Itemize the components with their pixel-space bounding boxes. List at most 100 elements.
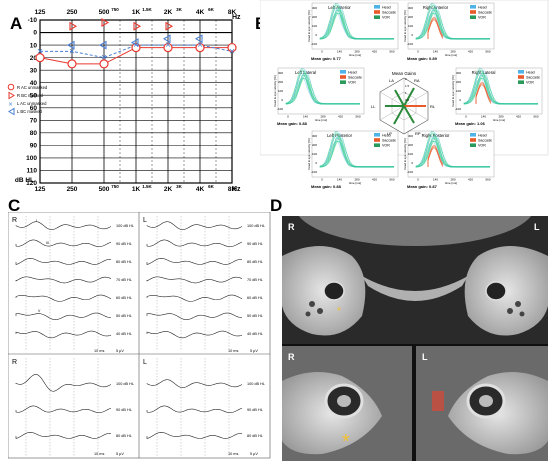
vhit-y-tick: -100 <box>455 107 461 111</box>
polar-label-lp: LP <box>387 131 392 136</box>
vhit-y-tick: 300 <box>456 71 461 75</box>
vhit-y-tick: 0 <box>315 33 317 37</box>
vhit-legend-swatch <box>374 10 380 14</box>
polar-label-ra: RA <box>414 78 420 83</box>
vhit-legend-swatch <box>374 143 380 147</box>
vhit-legend-swatch <box>518 70 524 74</box>
ct-marker-bottom: * <box>342 431 350 453</box>
vhit-y-tick: -100 <box>311 42 317 46</box>
vhit-x-tick: 0 <box>287 115 289 119</box>
vhit-legend-swatch <box>470 143 476 147</box>
panel-label-a: A <box>10 14 23 33</box>
vhit-x-tick: 560 <box>355 115 360 119</box>
ct-l-label-bottom: L <box>422 352 428 362</box>
abr-trace-right-bottom <box>15 374 112 392</box>
abr-level-label: 80 dB HL <box>116 434 132 438</box>
vhit-saccade-trace <box>427 17 444 39</box>
abr-level-label: 90 dB HL <box>247 242 263 246</box>
abr-trace-left-top <box>146 239 243 247</box>
vhit-legend-label: Head <box>382 133 391 137</box>
abr-level-label: 70 dB HL <box>247 278 263 282</box>
vhit-mean-gain: Mean gain: 1.06 <box>455 121 486 126</box>
gain-ra-bar <box>403 87 415 107</box>
legend-r-bc-label: R BC masked <box>17 93 44 98</box>
r-bc-point <box>101 18 110 27</box>
vhit-y-tick: 300 <box>312 6 317 10</box>
y-tick-label: 120 <box>26 180 37 187</box>
vhit-y-label: head & eye velocity [%] <box>403 138 407 169</box>
abr-level-label: 70 dB HL <box>116 278 132 282</box>
vhit-y-tick: -100 <box>311 170 317 174</box>
vhit-x-label: time [ms] <box>445 181 457 185</box>
y-tick-label: 50 <box>30 92 38 99</box>
vhit-legend-swatch <box>374 138 380 142</box>
abr-left-label: L <box>143 217 147 224</box>
vhit-legend-swatch <box>470 10 476 14</box>
vhit-x-tick: 280 <box>450 178 455 182</box>
vhit-legend-label: Head <box>348 70 357 74</box>
vhit-saccade-trace <box>427 19 444 40</box>
abr-level-label: 80 dB HL <box>116 260 132 264</box>
vhit-trace <box>319 8 395 40</box>
freq-half-label: 3K <box>176 7 183 12</box>
vhit-y-tick: 0 <box>411 161 413 165</box>
abr-scale-r2-v: 5 µV <box>116 452 124 456</box>
vhit-y-tick: 100 <box>312 24 317 28</box>
vhit-x-tick: 420 <box>338 115 343 119</box>
vhit-x-tick: 0 <box>465 115 467 119</box>
abr-trace-right-bottom <box>15 405 112 413</box>
abr-level-label: 50 dB HL <box>116 314 132 318</box>
vhit-y-tick: -100 <box>407 170 413 174</box>
y-tick-label: 40 <box>30 80 38 87</box>
abr-trace-right-top <box>15 239 112 247</box>
legend-r-ac-marker <box>7 83 15 91</box>
ct-images: * R L * R L <box>282 216 548 461</box>
vhit-x-tick: 0 <box>321 50 323 54</box>
vhit-legend-label: VOR <box>478 16 486 20</box>
vhit-plot-frame <box>407 2 495 50</box>
vhit-trace <box>415 4 491 40</box>
y-tick-label: -10 <box>28 17 38 24</box>
audiogram-y-labels: -10 0 10 20 30 40 50 60 70 80 90 100 110 120 <box>26 17 37 187</box>
abr-trace-right-top <box>15 312 112 320</box>
vhit-x-tick: 420 <box>372 178 377 182</box>
freq-label: 8K <box>228 9 237 16</box>
vhit-mean-gain: Mean gain: 0.88 <box>277 121 308 126</box>
vhit-x-tick: 140 <box>481 115 486 119</box>
vhit-legend-swatch <box>374 133 380 137</box>
vhit-x-tick: 280 <box>498 115 503 119</box>
vhit-legend-label: VOR <box>526 81 534 85</box>
abr-level-label: 80 dB HL <box>247 260 263 264</box>
vhit-x-tick: 420 <box>468 178 473 182</box>
vhit-y-tick: 0 <box>411 33 413 37</box>
vhit-y-tick: 200 <box>312 143 317 147</box>
freq-half-label: 750 <box>111 7 119 12</box>
vhit-x-tick: 140 <box>337 178 342 182</box>
vhit-saccade-trace <box>475 84 492 105</box>
y-tick-label: 0 <box>33 30 37 37</box>
vhit-legend-swatch <box>470 133 476 137</box>
y-tick-label: 110 <box>27 168 38 175</box>
vhit-x-tick: 140 <box>303 115 308 119</box>
abr-trace-left-bottom <box>146 405 243 413</box>
y-tick-label: 100 <box>26 155 37 162</box>
r-bc-point <box>165 21 174 31</box>
vhit-saccade-trace <box>427 16 444 39</box>
l-ac-point: × <box>229 46 235 57</box>
abr-level-label: 100 dB HL <box>116 382 134 386</box>
vhit-x-tick: 140 <box>337 50 342 54</box>
y-tick-label: 10 <box>30 42 38 49</box>
vhit-x-tick: 560 <box>485 178 490 182</box>
l-ac-point: × <box>37 46 43 57</box>
vhit-saccade-trace <box>475 81 492 104</box>
mean-gains-title: Mean Gains <box>392 71 417 76</box>
vhit-legend-swatch <box>374 15 380 19</box>
abr-level-label: 50 dB HL <box>247 314 263 318</box>
abr-scale-l-v: 5 µV <box>250 349 258 353</box>
vhit-legend-label: Saccade <box>478 139 492 143</box>
abr-level-label: 90 dB HL <box>116 242 132 246</box>
vhit-trace <box>415 132 491 168</box>
vhit-y-tick: 0 <box>315 161 317 165</box>
